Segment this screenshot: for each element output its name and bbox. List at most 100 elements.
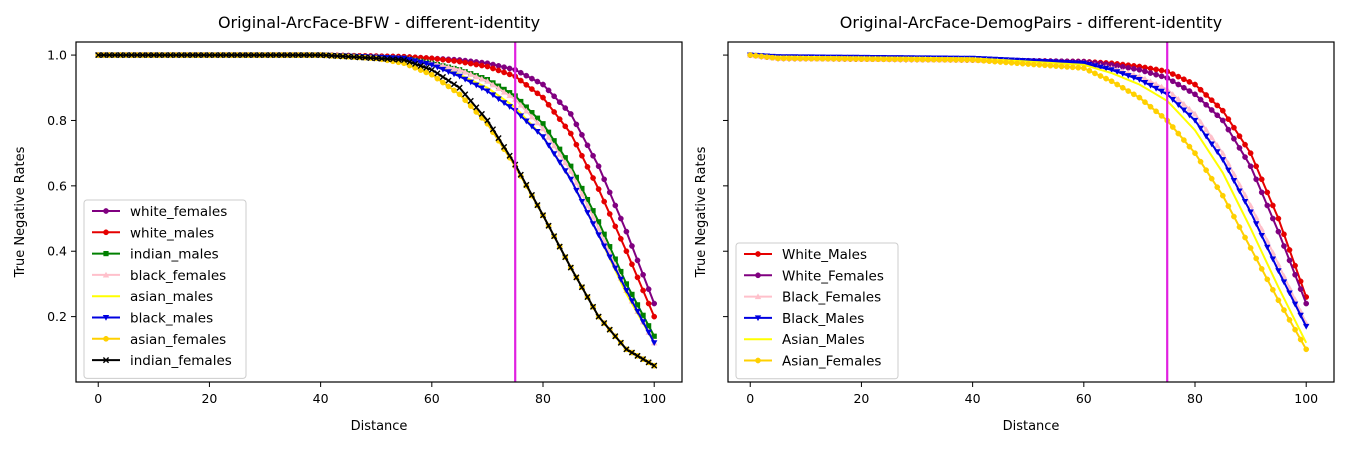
y-tick-label: 1.0 [47, 48, 67, 63]
legend-box [735, 242, 899, 380]
series-marker-indian_females [134, 51, 141, 59]
series-marker-Asian_Females [992, 58, 998, 65]
chart-title: Original-ArcFace-BFW - different-identit… [218, 13, 540, 32]
series-marker-Asian_Females [925, 56, 931, 63]
series-marker-indian_females [417, 62, 424, 69]
x-tick-label: 100 [642, 391, 666, 406]
series-marker-Asian_Females [947, 56, 954, 63]
series-marker-Asian_Females [1214, 184, 1221, 191]
series-marker-white_females [534, 78, 541, 85]
series-marker-white_females [579, 131, 585, 138]
series-marker-White_Females [1303, 300, 1310, 307]
series-marker-white_males [651, 313, 658, 320]
series-marker-indian_females [200, 51, 207, 59]
series-marker-indian_females [367, 54, 374, 62]
series-marker-Asian_Females [791, 55, 798, 62]
series-marker-Asian_Females [891, 56, 898, 63]
series-marker-black_males [450, 71, 458, 78]
axes-frame [75, 41, 683, 383]
series-marker-white_females [562, 105, 569, 111]
series-marker-White_Females [1153, 71, 1159, 78]
series-marker-indian_females [189, 51, 196, 59]
series-marker-black_males [528, 123, 536, 130]
series-marker-black_females [589, 213, 597, 220]
series-marker-black_females [562, 159, 569, 166]
series-marker-indian_males [651, 333, 657, 339]
series-marker-Asian_Females [1053, 63, 1059, 69]
series-marker-indian_females [250, 51, 258, 59]
series-marker-black_males [556, 159, 563, 166]
series-marker-Black_Males [1230, 178, 1238, 184]
series-marker-white_females [573, 121, 580, 128]
series-marker-indian_females [500, 143, 508, 151]
x-tick-label: 40 [313, 391, 329, 406]
x-tick-label: 0 [94, 391, 102, 406]
series-marker-black_females [539, 125, 547, 132]
series-marker-white_females [556, 99, 563, 106]
series-marker-Asian_Females [1136, 94, 1143, 101]
series-marker-Asian_Females [797, 55, 804, 62]
series-marker-black_males [406, 57, 413, 63]
series-marker-indian_females [567, 264, 574, 271]
series-marker-Asian_Females [819, 55, 826, 62]
series-marker-black_males [534, 129, 541, 135]
series-marker-Black_Females [1147, 78, 1154, 85]
legend-entry: indian_males [130, 247, 219, 263]
legend-marker [755, 251, 761, 257]
series-marker-white_females [617, 215, 624, 222]
series-marker-asian_females [462, 97, 469, 104]
series-marker-white_females [612, 202, 619, 209]
series-marker-black_males [612, 265, 619, 272]
series-marker-Asian_Females [1286, 317, 1293, 323]
series-marker-indian_females [128, 51, 135, 59]
series-marker-black_males [539, 134, 547, 141]
series-marker-Asian_Females [908, 56, 915, 63]
series-marker-Asian_Females [1042, 62, 1048, 69]
series-marker-indian_females [223, 51, 230, 59]
series-marker-black_males [651, 340, 658, 346]
series-marker-Asian_Females [1192, 150, 1198, 157]
series-marker-Black_Males [1275, 268, 1282, 275]
series-marker-black_males [473, 82, 480, 89]
series-marker-black_males [500, 100, 508, 107]
series-marker-indian_females [556, 243, 563, 250]
series-marker-Asian_Females [780, 55, 787, 62]
series-marker-White_Females [1297, 286, 1304, 293]
series-marker-black_males [562, 168, 569, 175]
series-marker-Asian_Females [1131, 91, 1137, 98]
legend-entry: white_males [130, 225, 214, 241]
series-marker-Black_Males [1186, 112, 1193, 119]
series-marker-indian_females [234, 51, 241, 59]
series-marker-White_Females [1236, 145, 1243, 151]
series-marker-indian_females [651, 362, 658, 369]
series-marker-Asian_Females [1080, 65, 1087, 72]
series-marker-White_Females [1197, 96, 1204, 103]
series-marker-indian_females [484, 117, 491, 124]
series-marker-indian_males [601, 231, 607, 237]
series-marker-indian_females [256, 51, 263, 59]
series-marker-Black_Males [1086, 61, 1093, 68]
x-tick-label: 0 [746, 391, 754, 406]
series-marker-Asian_Females [758, 53, 765, 60]
series-marker-Asian_Females [1281, 307, 1287, 313]
series-marker-Asian_Females [1142, 99, 1148, 106]
series-marker-indian_females [139, 51, 146, 59]
series-marker-Black_Females [1158, 83, 1165, 90]
series-marker-indian_males [618, 268, 624, 275]
series-marker-white_males [456, 58, 463, 65]
series-marker-white_females [645, 286, 652, 293]
series-marker-Black_Males [1286, 290, 1293, 297]
series-marker-black_males [578, 198, 586, 205]
series-marker-indian_females [639, 356, 647, 363]
series-marker-Asian_Females [1086, 67, 1093, 74]
series-marker-white_males [590, 175, 596, 181]
series-marker-indian_females [350, 53, 358, 61]
series-marker-Black_Males [1175, 102, 1182, 108]
series-marker-indian_females [473, 104, 480, 111]
legend-entry: white_females [130, 204, 227, 220]
series-marker-white_males [612, 223, 619, 230]
chart-panel-2: Original-ArcFace-DemogPairs - different-… [694, 13, 1335, 434]
series-marker-asian_females [456, 91, 463, 98]
series-marker-White_Males [1269, 202, 1276, 209]
series-marker-white_males [567, 130, 574, 137]
